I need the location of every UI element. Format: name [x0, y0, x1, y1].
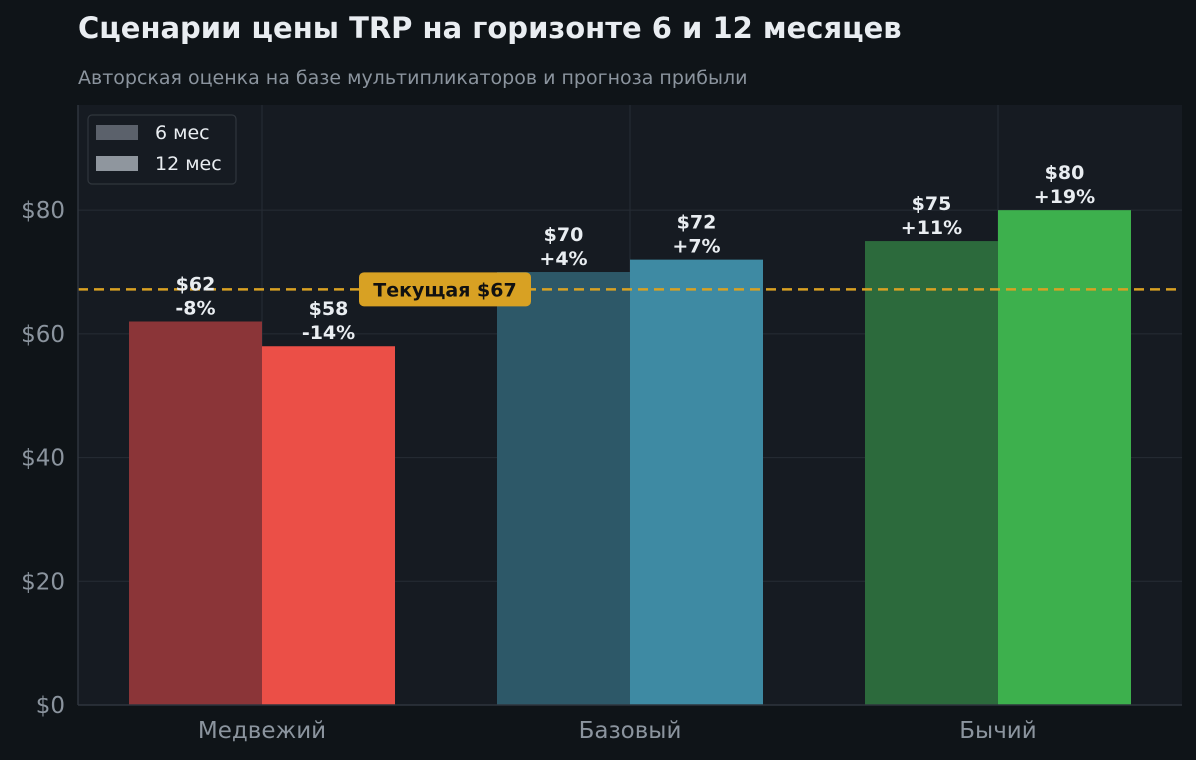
change-label: +19% — [1034, 186, 1095, 208]
change-label: -8% — [175, 297, 215, 319]
legend-label-6m: 6 мес — [155, 122, 210, 144]
change-label: -14% — [302, 322, 355, 344]
value-label: $80 — [1045, 162, 1085, 184]
y-tick-label: $40 — [21, 446, 65, 472]
value-label: $70 — [544, 224, 584, 246]
chart-subtitle: Авторская оценка на базе мультипликаторо… — [78, 67, 747, 89]
legend-swatch-6m — [96, 125, 138, 140]
bar-12m-2 — [998, 210, 1131, 705]
y-tick-label: $60 — [21, 322, 65, 348]
legend-label-12m: 12 мес — [155, 153, 222, 175]
reference-label-box — [359, 272, 531, 307]
bar-12m-1 — [630, 259, 763, 705]
value-label: $72 — [677, 212, 717, 234]
bar-6m-0 — [129, 321, 262, 705]
x-tick-label: Бычий — [959, 718, 1036, 744]
y-tick-label: $80 — [21, 198, 65, 224]
bars — [129, 210, 1131, 706]
chart-title: Сценарии цены TRP на горизонте 6 и 12 ме… — [78, 11, 902, 45]
bar-6m-2 — [865, 241, 998, 706]
reference-line-group: Текущая $67 — [78, 272, 1182, 307]
legend-swatch-12m — [96, 156, 138, 171]
change-label: +4% — [539, 248, 587, 270]
axes: $0 $20 $40 $60 $80 Медвежий Базовый Бычий — [21, 105, 1182, 744]
bar-6m-1 — [497, 272, 630, 705]
reference-label: Текущая $67 — [373, 279, 516, 301]
change-label: +7% — [672, 236, 720, 258]
y-tick-label: $0 — [36, 693, 65, 719]
y-tick-label: $20 — [21, 569, 65, 595]
value-label: $75 — [912, 193, 952, 215]
bar-12m-0 — [262, 346, 395, 705]
value-label: $58 — [309, 298, 349, 320]
change-label: +11% — [901, 217, 962, 239]
value-label: $62 — [176, 273, 216, 295]
x-tick-label: Медвежий — [198, 718, 326, 744]
x-tick-label: Базовый — [579, 718, 682, 744]
data-labels: $62-8% $58-14% $70+4% $72+7% $75+11% $80+19% — [175, 162, 1095, 344]
legend: 6 мес 12 мес — [87, 114, 237, 185]
